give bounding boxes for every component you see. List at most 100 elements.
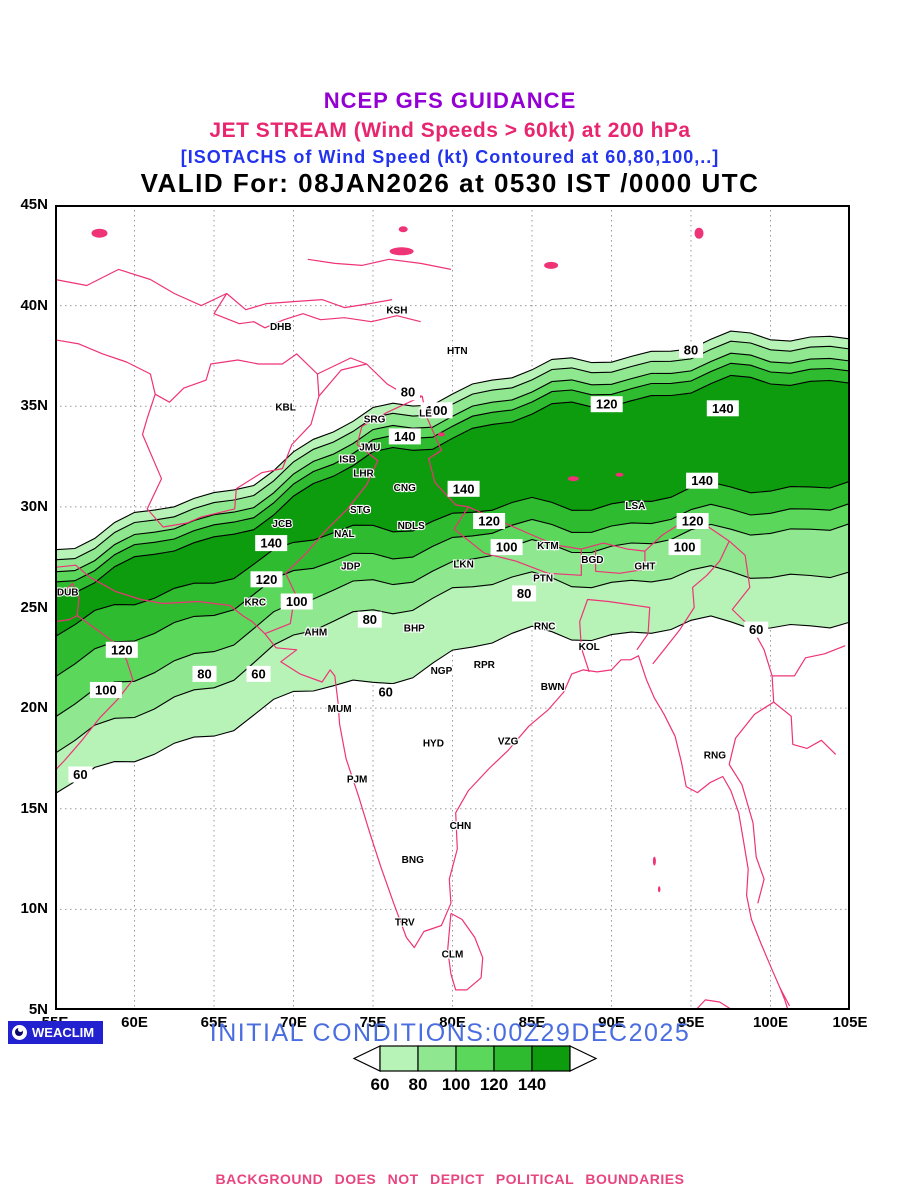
contour-label-box: [676, 513, 709, 529]
city-label-LSA: LSA: [625, 501, 645, 512]
city-label-HTN: HTN: [447, 346, 468, 357]
contour-label: 140: [394, 429, 416, 444]
city-label-LKN: LKN: [453, 559, 474, 570]
lat-tick-label: 45N: [20, 196, 48, 213]
city-label-BWN: BWN: [541, 682, 565, 693]
city-label-BGD: BGD: [581, 555, 603, 566]
contour-label: 60: [73, 767, 87, 782]
city-label-KBL: KBL: [275, 402, 296, 413]
city-label-KOL: KOL: [579, 642, 600, 653]
legend-cell: [379, 1045, 419, 1072]
city-label-NAL: NAL: [334, 529, 355, 540]
contour-label: 60: [378, 685, 392, 700]
lake: [398, 226, 408, 233]
contour-label-box: [490, 539, 523, 556]
weaclim-logo-icon: [12, 1025, 27, 1040]
lon-tick-label: 65E: [200, 1014, 228, 1031]
initial-conditions-text: INITIAL CONDITIONS:00Z29DEC2025: [209, 1019, 691, 1047]
city-label-KRC: KRC: [244, 598, 266, 609]
contour-label-box: [68, 766, 93, 783]
contour-label: 140: [691, 473, 713, 488]
contour-label: 80: [401, 385, 415, 400]
lake: [437, 432, 445, 437]
contour-label-box: [255, 535, 288, 552]
city-label-NDLS: NDLS: [398, 521, 426, 532]
legend-cell: [531, 1045, 571, 1072]
contour-label-box: [447, 480, 480, 497]
weaclim-label: WEACLIM: [32, 1025, 95, 1040]
contour-label-box: [89, 682, 122, 698]
contour-label: 100: [496, 540, 518, 555]
lake: [91, 228, 108, 238]
contour-label: 80: [363, 612, 377, 627]
city-label-DHB: DHB: [270, 322, 292, 333]
legend-arrow-right: [569, 1045, 598, 1072]
contour-label-box: [420, 402, 453, 419]
title-product-line: JET STREAM (Wind Speeds > 60kt) at 200 h…: [209, 119, 691, 142]
title-isotach-line: [ISOTACHS of Wind Speed (kt) Contoured a…: [180, 147, 720, 167]
contour-label-box: [373, 684, 398, 700]
city-label-KTM: KTM: [537, 541, 559, 552]
contour-label: 100: [95, 683, 117, 698]
city-label-MUM: MUM: [328, 704, 352, 715]
lat-tick-label: 15N: [20, 799, 48, 817]
lake: [567, 476, 579, 482]
graticule: [55, 205, 850, 1010]
legend-cell: [455, 1045, 495, 1072]
lake: [615, 472, 624, 477]
lon-tick-label: 85E: [518, 1014, 546, 1031]
contour-label-box: [246, 665, 271, 682]
city-label-DUB: DUB: [57, 587, 79, 598]
legend-tick-label: 120: [480, 1075, 508, 1094]
contour-label-box: [706, 400, 739, 417]
contour-label-box: [192, 665, 217, 682]
city-label-BHP: BHP: [404, 624, 425, 635]
contour-label: 120: [596, 397, 618, 412]
city-label-AHM: AHM: [304, 628, 327, 639]
city-label-LHR: LHR: [353, 469, 374, 480]
contour-label: 140: [453, 481, 475, 496]
legend-tick-label: 100: [442, 1075, 470, 1094]
lon-tick-label: 90E: [598, 1014, 625, 1031]
contour-label-box: [250, 571, 283, 588]
contour-label-box: [280, 593, 313, 610]
city-label-CNG: CNG: [394, 483, 416, 494]
contour-label: 100: [286, 594, 308, 609]
city-label-RNC: RNC: [534, 622, 556, 633]
contour-label-box: [473, 513, 506, 529]
city-label-NGP: NGP: [431, 666, 453, 677]
title-valid-line: VALID For: 08JAN2026 at 0530 IST /0000 U…: [140, 168, 760, 198]
city-label-JMU: JMU: [359, 443, 380, 454]
lake: [694, 227, 704, 239]
color-legend: 60 80 100 120 140: [352, 1045, 598, 1094]
contour-label: 120: [682, 514, 704, 529]
city-label-BNG: BNG: [402, 855, 424, 866]
lat-tick-label: 10N: [20, 900, 48, 918]
legend-tick-label: 140: [518, 1075, 546, 1094]
lake: [389, 247, 414, 256]
city-label-JCB: JCB: [272, 519, 292, 530]
contour-label-box: [679, 341, 703, 358]
contour-label-box: [744, 621, 769, 638]
contour-label: 80: [197, 666, 211, 681]
city-label-HYD: HYD: [423, 738, 444, 749]
political-boundaries: [54, 258, 846, 1011]
lon-tick-label: 95E: [677, 1014, 705, 1031]
lon-tick-label: 100E: [752, 1014, 789, 1031]
legend-cell: [493, 1045, 533, 1072]
legend-tick-label: 60: [371, 1075, 390, 1094]
legend-arrow-left: [352, 1045, 381, 1072]
city-label-PTN: PTN: [533, 573, 553, 584]
lake: [544, 261, 559, 269]
contour-label-box: [686, 472, 719, 489]
city-label-GHT: GHT: [634, 561, 655, 572]
contour-label-box: [357, 611, 382, 628]
contour-label: 120: [111, 642, 133, 657]
lat-tick-label: 25N: [20, 598, 48, 616]
city-label-RPR: RPR: [474, 660, 496, 671]
city-label-TRV: TRV: [395, 918, 415, 929]
lat-tick-label: 5N: [28, 1001, 48, 1018]
city-label-CHN: CHN: [450, 821, 472, 832]
contour-label-box: [105, 641, 138, 658]
city-label-KSH: KSH: [386, 306, 407, 317]
